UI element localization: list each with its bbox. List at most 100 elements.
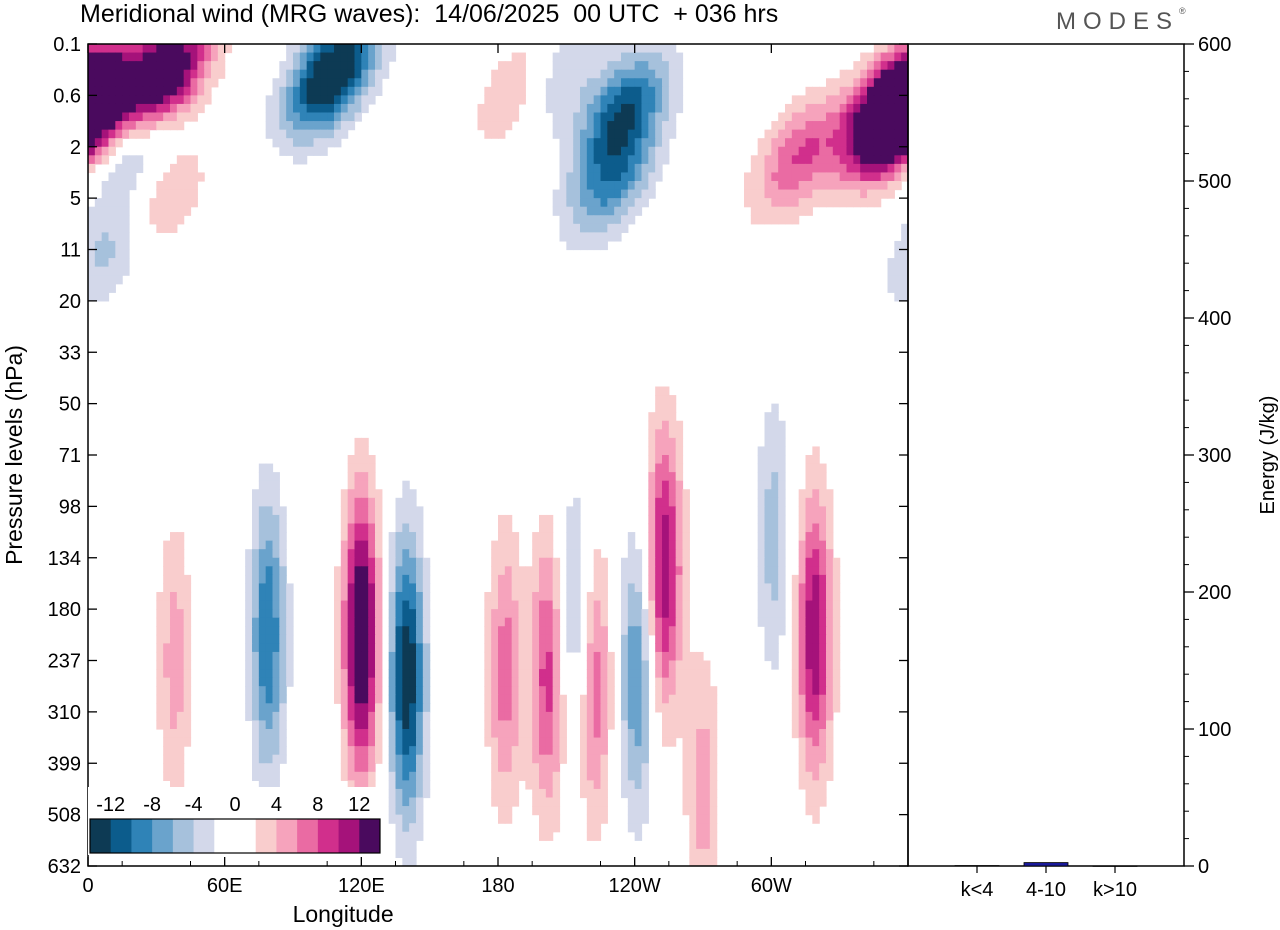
heatmap-cell [662, 112, 670, 122]
heatmap-cell [785, 146, 793, 156]
heatmap-cell [586, 129, 595, 139]
heatmap-cell [785, 163, 793, 174]
heatmap-cell [559, 198, 567, 208]
heatmap-cell [873, 86, 882, 96]
brand-registered-mark: ® [1179, 6, 1186, 16]
heatmap-cell [675, 69, 684, 79]
heatmap-cell [771, 583, 779, 593]
heatmap-cell [655, 172, 663, 182]
heatmap-cell [334, 69, 342, 79]
heatmap-cell [778, 489, 786, 499]
heatmap-cell [689, 857, 697, 866]
heatmap-cell [340, 121, 349, 131]
heatmap-cell [258, 497, 267, 507]
heatmap-cell [368, 720, 376, 730]
heatmap-cell [388, 600, 397, 610]
heatmap-cell [265, 532, 274, 542]
heatmap-cell [170, 215, 178, 225]
heatmap-cell [826, 600, 834, 610]
heatmap-cell [668, 446, 677, 456]
heatmap-cell [873, 155, 882, 165]
heatmap-cell [600, 634, 608, 644]
heatmap-cell [525, 746, 533, 756]
heatmap-cell [655, 403, 663, 413]
heatmap-cell [853, 146, 861, 156]
heatmap-cell [94, 61, 103, 71]
heatmap-cell [115, 129, 123, 139]
heatmap-cell [798, 566, 807, 576]
heatmap-cell [798, 592, 807, 602]
heatmap-cell [545, 823, 554, 833]
heatmap-cell [696, 788, 704, 799]
heatmap-cell [819, 754, 827, 764]
heatmap-cell [491, 634, 499, 644]
heatmap-cell [703, 840, 711, 850]
heatmap-cell [491, 112, 499, 122]
heatmap-cell [614, 95, 622, 105]
heatmap-cell [819, 489, 827, 499]
heatmap-cell [525, 609, 533, 619]
heatmap-cell [115, 198, 123, 208]
heatmap-cell [170, 720, 178, 730]
heatmap-cell [354, 729, 362, 739]
heatmap-cell [340, 694, 349, 704]
heatmap-cell [593, 215, 602, 225]
heatmap-cell [395, 540, 403, 550]
heatmap-cell [778, 189, 786, 199]
heatmap-cell [552, 737, 561, 747]
heatmap-cell [539, 780, 547, 790]
heatmap-cell [272, 686, 280, 696]
heatmap-cell [580, 103, 588, 114]
heatmap-cell [703, 694, 711, 704]
heatmap-cell [894, 292, 902, 302]
heatmap-cell [566, 138, 574, 148]
heatmap-cell [709, 720, 718, 730]
heatmap-cell [286, 651, 294, 662]
heatmap-cell [368, 472, 376, 482]
heatmap-cell [190, 155, 198, 165]
heatmap-cell [361, 677, 369, 687]
heatmap-cell [819, 592, 827, 602]
heatmap-cell [600, 583, 608, 593]
heatmap-cell [402, 592, 410, 602]
heatmap-cell [641, 103, 649, 114]
heatmap-cell [395, 806, 403, 816]
heatmap-cell [334, 609, 342, 619]
heatmap-cell [409, 797, 417, 807]
heatmap-cell [402, 677, 410, 687]
heatmap-cell [217, 44, 226, 54]
heatmap-cell [163, 223, 171, 233]
heatmap-cell [129, 78, 137, 88]
heatmap-cell [573, 95, 581, 105]
heatmap-cell [839, 198, 848, 208]
heatmap-cell [409, 677, 417, 687]
heatmap-cell [340, 626, 349, 636]
heatmap-cell [108, 103, 116, 114]
heatmap-cell [258, 669, 267, 679]
heatmap-cell [648, 78, 656, 88]
heatmap-cell [552, 669, 561, 679]
heatmap-cell [819, 746, 827, 756]
heatmap-cell [662, 455, 670, 465]
heatmap-cell [634, 172, 643, 182]
heatmap-cell [354, 455, 362, 465]
heatmap-cell [744, 189, 752, 199]
heatmap-cell [402, 609, 410, 619]
heatmap-cell [552, 788, 561, 799]
heatmap-cell [115, 86, 123, 96]
heatmap-cell [545, 574, 554, 585]
heatmap-cell [176, 206, 185, 216]
heatmap-cell [580, 52, 588, 62]
heatmap-cell [491, 729, 499, 739]
heatmap-cell [682, 711, 690, 722]
heatmap-cell [375, 720, 383, 730]
heatmap-cell [422, 746, 431, 756]
heatmap-cell [887, 275, 895, 285]
heatmap-cell [299, 52, 308, 62]
heatmap-cell [245, 566, 253, 576]
heatmap-cell [183, 626, 192, 636]
heatmap-cell [484, 95, 492, 105]
heatmap-cell [156, 215, 164, 225]
heatmap-cell [163, 540, 171, 550]
heatmap-cell [176, 651, 185, 662]
